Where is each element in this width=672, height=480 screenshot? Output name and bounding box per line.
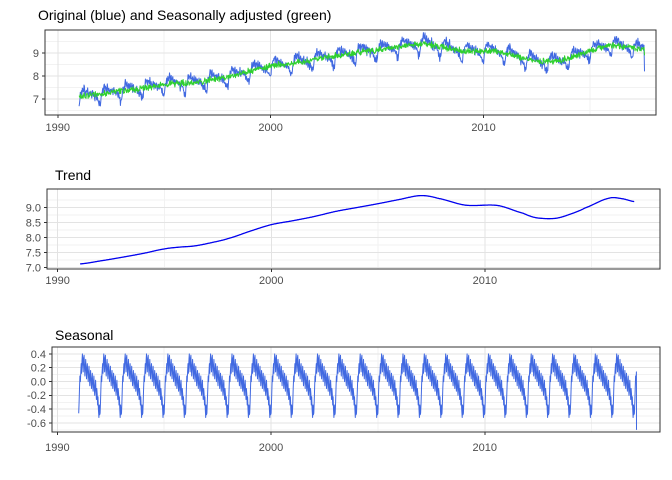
x-axis-tick-label: 1990 xyxy=(46,122,70,134)
panel-border xyxy=(44,29,657,116)
y-axis-tick-label: 9.0 xyxy=(26,202,41,214)
y-axis-tick-label: 7.5 xyxy=(26,247,41,259)
x-axis-tick-label: 2000 xyxy=(258,122,282,134)
panel-background xyxy=(45,30,656,115)
panel-background xyxy=(47,189,660,269)
y-axis-tick-label: 8.5 xyxy=(26,217,41,229)
plot-area xyxy=(79,194,635,265)
series-trend-line xyxy=(79,194,635,265)
chart-title: Trend xyxy=(55,167,91,183)
series-seasonally-adjusted-line xyxy=(78,40,645,99)
x-axis-tick-label: 2010 xyxy=(473,275,497,287)
chart-original-and-adjusted: 1990 2000 2010 7 8 9 Original (blue) and Seaso… xyxy=(0,0,672,160)
y-axis-tick-label: 0.0 xyxy=(31,376,46,388)
chart-seasonal: 1990 2000 2010 0.4 0.2 0.0 -0.2 -0.4 -0.6 Seasona… xyxy=(0,320,672,480)
axis-tick-labels: 1990 2000 2010 9.0 8.5 8.0 7.5 7.0 xyxy=(26,202,497,287)
chart-original-canvas: 1990 2000 2010 7 8 9 Original (blue) and Seaso… xyxy=(33,7,657,134)
x-axis-tick-label: 1990 xyxy=(45,442,69,454)
axis-tick-labels: 1990 2000 2010 0.4 0.20.0 -0.2 -0.4 -0.6 xyxy=(27,349,497,454)
y-axis-tick-label: 0.4 xyxy=(31,349,46,361)
axis-tick-marks xyxy=(49,353,486,435)
y-axis-tick-label: -0.4 xyxy=(27,404,46,416)
chart-trend: 1990 2000 2010 9.0 8.5 8.0 7.5 7.0 Trend xyxy=(0,160,672,320)
x-axis-tick-label: 2010 xyxy=(473,442,497,454)
series-seasonal-line xyxy=(78,353,637,430)
axis-tick-labels: 1990 2000 2010 7 8 9 xyxy=(33,48,496,134)
axis-tick-marks xyxy=(42,52,485,118)
y-axis-tick-label: 9 xyxy=(33,48,39,60)
y-axis-tick-label: 8.0 xyxy=(26,232,41,244)
x-axis-tick-label: 1990 xyxy=(45,275,69,287)
panel-border xyxy=(51,346,661,433)
y-axis-tick-label: 0.2 xyxy=(31,363,46,375)
y-axis-tick-label: 7.0 xyxy=(26,262,41,274)
series-original-line xyxy=(78,32,645,107)
y-axis-tick-label: 8 xyxy=(33,71,39,83)
chart-title: Original (blue) and Seasonally adjusted … xyxy=(38,7,331,23)
x-axis-tick-label: 2000 xyxy=(259,275,283,287)
plot-area xyxy=(78,353,637,430)
chart-title: Seasonal xyxy=(55,327,113,343)
grid-minor xyxy=(47,189,660,269)
plot-area xyxy=(78,32,645,107)
x-axis-tick-label: 2000 xyxy=(259,442,283,454)
y-axis-tick-label: 7 xyxy=(33,94,39,106)
chart-trend-canvas: 1990 2000 2010 9.0 8.5 8.0 7.5 7.0 Trend xyxy=(26,167,661,287)
axis-tick-marks xyxy=(44,207,486,272)
chart-seasonal-canvas: 1990 2000 2010 0.4 0.20.0 -0.2 -0.4 -0.6 Seasona… xyxy=(27,327,661,454)
panel-border xyxy=(46,188,661,270)
x-axis-tick-label: 2010 xyxy=(471,122,495,134)
y-axis-tick-label: -0.2 xyxy=(27,390,46,402)
y-axis-tick-label: -0.6 xyxy=(27,418,46,430)
